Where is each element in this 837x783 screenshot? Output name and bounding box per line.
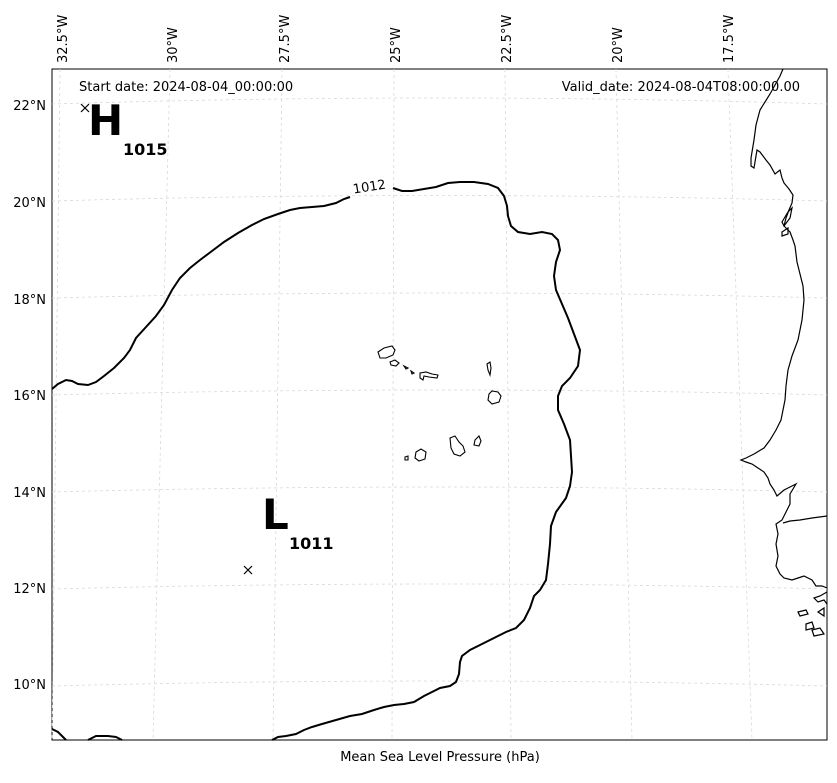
valid-date-text: Valid_date: 2024-08-04T08:00:00.00 [562,80,800,95]
parallel-18n [51,292,828,299]
high-center-marker [80,103,90,113]
lon-label-20w: 20°W [611,27,626,63]
lat-label-16n: 16°N [13,389,46,404]
parallel-14n [51,486,828,493]
guinea-bissau-coast [812,591,828,605]
map-caption: Mean Sea Level Pressure (hPa) [340,750,540,765]
lon-label-27-5w: 27.5°W [278,15,293,63]
gambia-river-bank [782,515,828,524]
parallel-22n [51,97,828,105]
high-value: 1015 [123,140,168,159]
island-brava [404,455,409,461]
isobar-1012-label: 1012 [352,178,387,198]
bijagos-islands [797,606,825,637]
island-fogo [414,448,427,462]
african-coastline [739,68,828,589]
island-maio [473,435,482,447]
island-branco-raso [409,369,416,375]
island-santa-luzia [402,364,410,370]
parallel-20n [51,195,828,202]
lon-label-30w: 30°W [166,27,181,63]
lat-label-12n: 12°N [13,582,46,597]
parallel-10n [51,680,828,687]
low-value: 1011 [289,534,334,553]
island-santiago [449,435,466,457]
isobar-1012-main [51,196,351,390]
isobar-sw-corner [51,728,67,741]
high-pressure-center: H 1015 [80,96,168,159]
meridian-32-5w [51,68,61,741]
island-sal [486,361,492,378]
latitude-labels: 22°N 20°N 18°N 16°N 14°N 12°N 10°N [13,99,46,693]
lat-label-22n: 22°N [13,99,46,114]
isobar-sw-corner-2 [87,735,123,741]
lon-label-17-5w: 17.5°W [722,15,737,63]
lon-label-32-5w: 32.5°W [56,15,71,63]
meridian-20w [615,68,633,741]
island-santo-antao [377,345,396,359]
low-letter: L [262,490,289,539]
start-date-text: Start date: 2024-08-04_00:00:00 [79,80,293,95]
lon-label-22-5w: 22.5°W [500,15,515,63]
isobar-1012-east [271,181,582,741]
island-boa-vista [487,390,502,405]
low-pressure-center: L 1011 [243,490,334,575]
island-sao-vicente [389,359,400,367]
lat-label-14n: 14°N [13,486,46,501]
canary-coast-fragment [781,206,793,237]
parallel-16n [51,389,828,396]
graticule [51,68,828,741]
meridian-22-5w [504,68,512,741]
longitude-labels: 32.5°W 30°W 27.5°W 25°W 22.5°W 20°W 17.5… [56,15,737,63]
meridian-30w [152,68,171,741]
lat-label-20n: 20°N [13,196,46,211]
cape-verde-islands [377,345,502,462]
island-sao-nicolau [419,371,439,381]
lat-label-10n: 10°N [13,678,46,693]
map-frame [51,68,828,741]
lat-label-18n: 18°N [13,293,46,308]
meridian-25w [391,68,395,741]
lon-label-25w: 25°W [389,27,404,63]
parallel-12n [51,583,828,590]
meridian-17-5w [727,68,753,741]
meridian-27-5w [272,68,283,741]
high-letter: H [88,96,123,145]
low-center-marker [243,565,253,575]
